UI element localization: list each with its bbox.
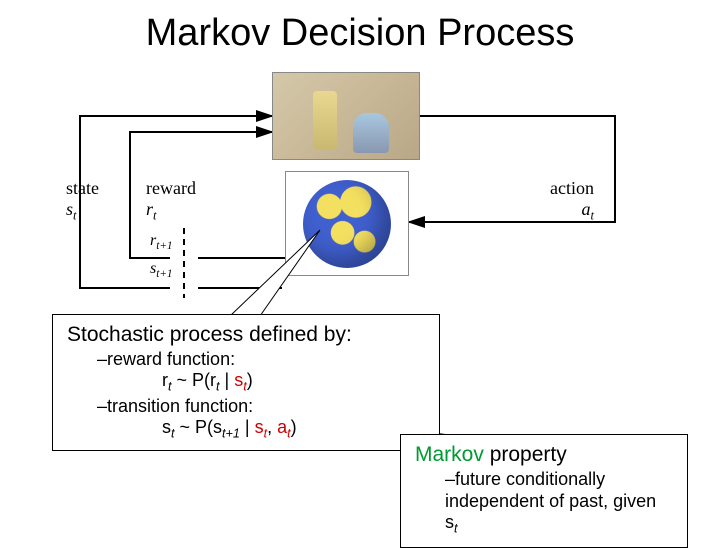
transition-formula: st ~ P(st+1 | st, at): [162, 417, 425, 441]
agent-image: [272, 72, 420, 160]
environment-image: [285, 171, 409, 276]
reward-formula: rt ~ P(rt | st): [162, 370, 425, 394]
state-label: statest: [66, 178, 99, 223]
action-label: actionat: [550, 178, 594, 223]
reward-def: –reward function:: [97, 349, 425, 370]
box1-title: Stochastic process defined by:: [67, 323, 425, 347]
globe-icon: [303, 180, 391, 268]
stochastic-process-box: Stochastic process defined by: –reward f…: [52, 314, 440, 451]
transition-def: –transition function:: [97, 396, 425, 417]
next-state-label: st+1: [150, 260, 173, 281]
next-reward-label: rt+1: [150, 232, 173, 253]
mdp-diagram: statest rewardrt actionat rt+1 st+1: [60, 72, 635, 302]
box2-body: –future conditionally independent of pas…: [445, 469, 673, 537]
slide-title: Markov Decision Process: [0, 12, 720, 55]
markov-property-box: Markov property –future conditionally in…: [400, 434, 688, 548]
box2-title: Markov property: [415, 443, 673, 467]
reward-label: rewardrt: [146, 178, 196, 223]
